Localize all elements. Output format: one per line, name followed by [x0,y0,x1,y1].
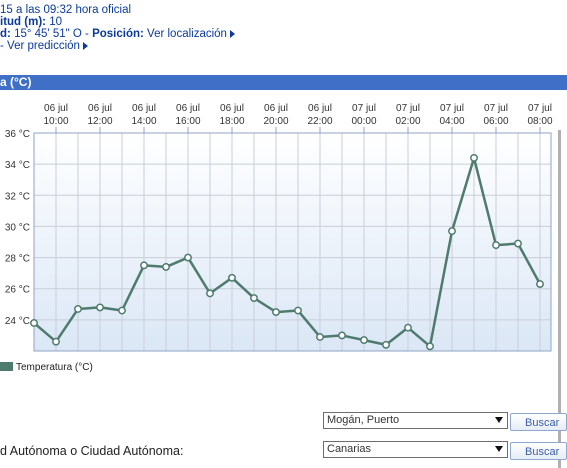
x-tick-label-date: 07 jul [396,103,420,114]
x-tick-label-date: 06 jul [132,103,156,114]
view-forecast-link[interactable]: Ver predicción [7,40,80,52]
data-point [294,306,302,315]
y-tick-label: 30 °C [5,222,30,233]
arrow-right-icon [82,42,88,50]
data-point [74,305,82,313]
section-title: a (°C) [0,75,32,89]
data-point [96,303,104,312]
data-point [250,294,258,303]
data-point [228,273,236,282]
x-tick-label-time: 02:00 [395,116,420,127]
section-header: a (°C) [0,75,567,90]
x-tick-label-time: 00:00 [351,116,376,127]
x-tick-label-date: 06 jul [264,103,288,114]
region-select[interactable]: Canarias [323,441,508,458]
data-point [426,342,434,351]
x-tick-label-time: 12:00 [87,116,112,127]
x-tick-label-time: 06:00 [483,116,508,127]
data-point [470,153,478,162]
x-tick-label-date: 06 jul [44,103,68,114]
x-tick-label-time: 22:00 [307,116,332,127]
position-label: Posición: [92,28,144,40]
data-point [118,306,126,315]
x-tick-label-time: 20:00 [263,116,288,127]
data-point [492,241,500,250]
altitude-value: 10 [49,16,62,28]
temperature-chart: 24 °C 26 °C 28 °C 30 °C 32 °C 34 °C 36 °C 06 ju… [5,103,553,352]
y-tick-label: 32 °C [5,191,30,202]
observation-time: 15 a las 09:32 hora oficial [0,4,131,16]
data-point [30,319,38,327]
data-point [184,253,192,262]
chevron-down-icon [495,446,503,452]
x-tick-label-date: 06 jul [176,103,200,114]
y-tick-label: 24 °C [5,316,30,327]
x-tick-label-time: 16:00 [175,116,200,127]
data-point [514,239,522,248]
station-select-value: Mogán, Puerto [327,414,400,426]
data-point [206,289,214,298]
search-region-button[interactable]: Buscar [510,442,567,460]
region-select-value: Canarias [327,443,372,455]
station-select[interactable]: Mogán, Puerto [323,412,508,429]
forecast-row: - Ver predicción [0,40,88,52]
x-tick-label-date: 06 jul [220,103,244,114]
y-tick-label: 36 °C [5,129,30,140]
legend-swatch [0,362,13,371]
region-label: d Autónoma o Ciudad Autónoma: [0,444,184,458]
x-tick-label-date: 06 jul [308,103,332,114]
x-tick-label-date: 07 jul [528,103,552,114]
legend-label: Temperatura (°C) [16,362,93,373]
plot-border [33,132,552,352]
altitude-row: itud (m): 10 [0,16,62,28]
x-tick-label-date: 07 jul [440,103,464,114]
view-location-link[interactable]: Ver localización [147,28,227,40]
data-point [360,336,368,345]
altitude-label: itud (m): [0,16,46,28]
data-point [536,280,544,288]
chart-legend: Temperatura (°C) [0,362,93,373]
longitude-value: 15° 45' 51" O - [14,28,89,40]
data-point [162,262,170,271]
x-tick-label-time: 14:00 [131,116,156,127]
data-point [404,323,412,332]
x-tick-label-date: 07 jul [484,103,508,114]
arrow-right-icon [229,30,235,38]
y-tick-label: 34 °C [5,160,30,171]
data-point [140,261,148,270]
data-point [272,308,280,317]
x-tick-label-time: 18:00 [219,116,244,127]
data-point [448,227,456,236]
x-tick-label-time: 08:00 [527,116,552,127]
x-tick-label-time: 10:00 [43,116,68,127]
scrollbar-track[interactable] [558,130,561,468]
y-tick-label: 26 °C [5,285,30,296]
search-station-button[interactable]: Buscar [510,413,567,431]
plot-area [34,133,551,351]
data-point [338,331,346,340]
data-point [382,340,390,349]
chevron-down-icon [495,417,503,423]
data-point [316,333,324,341]
observation-time-text: 15 a las 09:32 hora oficial [0,4,132,16]
y-tick-label: 28 °C [5,254,30,265]
data-point [52,337,60,346]
coordinates-row: d: 15° 45' 51" O - Posición: Ver localiz… [0,28,235,40]
x-tick-label-date: 06 jul [88,103,112,114]
x-tick-label-time: 04:00 [439,116,464,127]
forecast-prefix: - [0,40,4,52]
x-tick-label-date: 07 jul [352,103,376,114]
longitude-label: d: [0,28,11,40]
